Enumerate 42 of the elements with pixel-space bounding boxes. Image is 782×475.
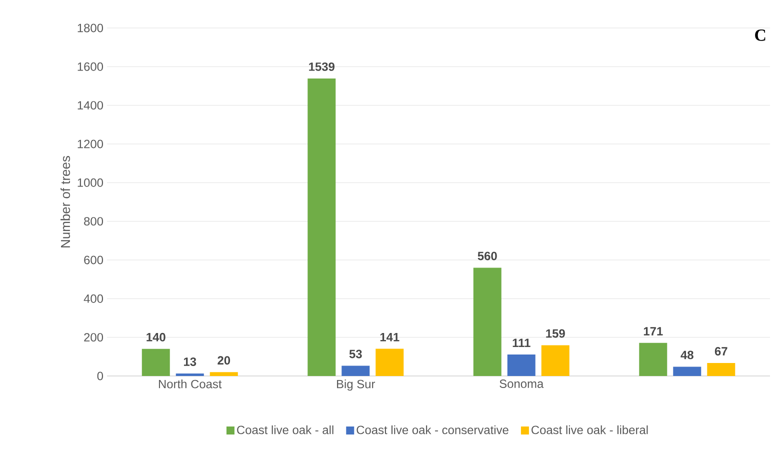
y-tick-label: 0 <box>97 372 104 380</box>
y-tick-label: 400 <box>84 294 104 303</box>
y-tick-label: 1000 <box>78 178 104 187</box>
annotation: C <box>755 30 766 41</box>
data-label: 48 <box>680 350 694 360</box>
data-label: 171 <box>644 327 663 336</box>
x-tick-label: Big Sur <box>337 380 376 391</box>
data-label: 140 <box>146 332 166 342</box>
x-tick-label: Sonoma <box>500 380 544 388</box>
data-label: 560 <box>478 252 497 260</box>
x-tick-label: North Coast <box>158 380 222 388</box>
data-label: 13 <box>184 357 196 366</box>
y-axis-title: Number of trees <box>60 156 70 248</box>
bar <box>376 348 404 376</box>
bar <box>142 348 170 376</box>
bar <box>541 345 570 376</box>
data-label: 159 <box>546 329 565 338</box>
legend-label: Coast live oak - liberal <box>532 425 648 434</box>
y-tick-label: 1400 <box>78 101 104 110</box>
bar <box>639 342 668 376</box>
bar <box>507 354 536 376</box>
bar <box>707 363 736 376</box>
data-label: 20 <box>218 356 230 365</box>
y-tick-label: 200 <box>84 333 104 342</box>
bar <box>308 78 336 376</box>
data-label: 67 <box>714 347 728 356</box>
data-label: 141 <box>380 332 400 342</box>
data-label: 111 <box>512 338 530 348</box>
bar <box>210 372 238 376</box>
y-tick-label: 600 <box>84 256 104 264</box>
y-tick-label: 1200 <box>78 140 104 148</box>
y-tick-label: 1800 <box>78 24 104 32</box>
data-label: 53 <box>349 350 362 358</box>
bar <box>342 366 370 376</box>
bar <box>673 366 702 376</box>
y-tick-label: 800 <box>84 217 104 226</box>
bar <box>473 268 502 376</box>
data-label: 1539 <box>309 62 334 71</box>
bar <box>176 373 204 376</box>
legend-label: Coast live oak - all <box>237 425 334 434</box>
legend-label: Coast live oak - conservative <box>356 425 508 434</box>
y-tick-label: 1600 <box>78 62 104 71</box>
